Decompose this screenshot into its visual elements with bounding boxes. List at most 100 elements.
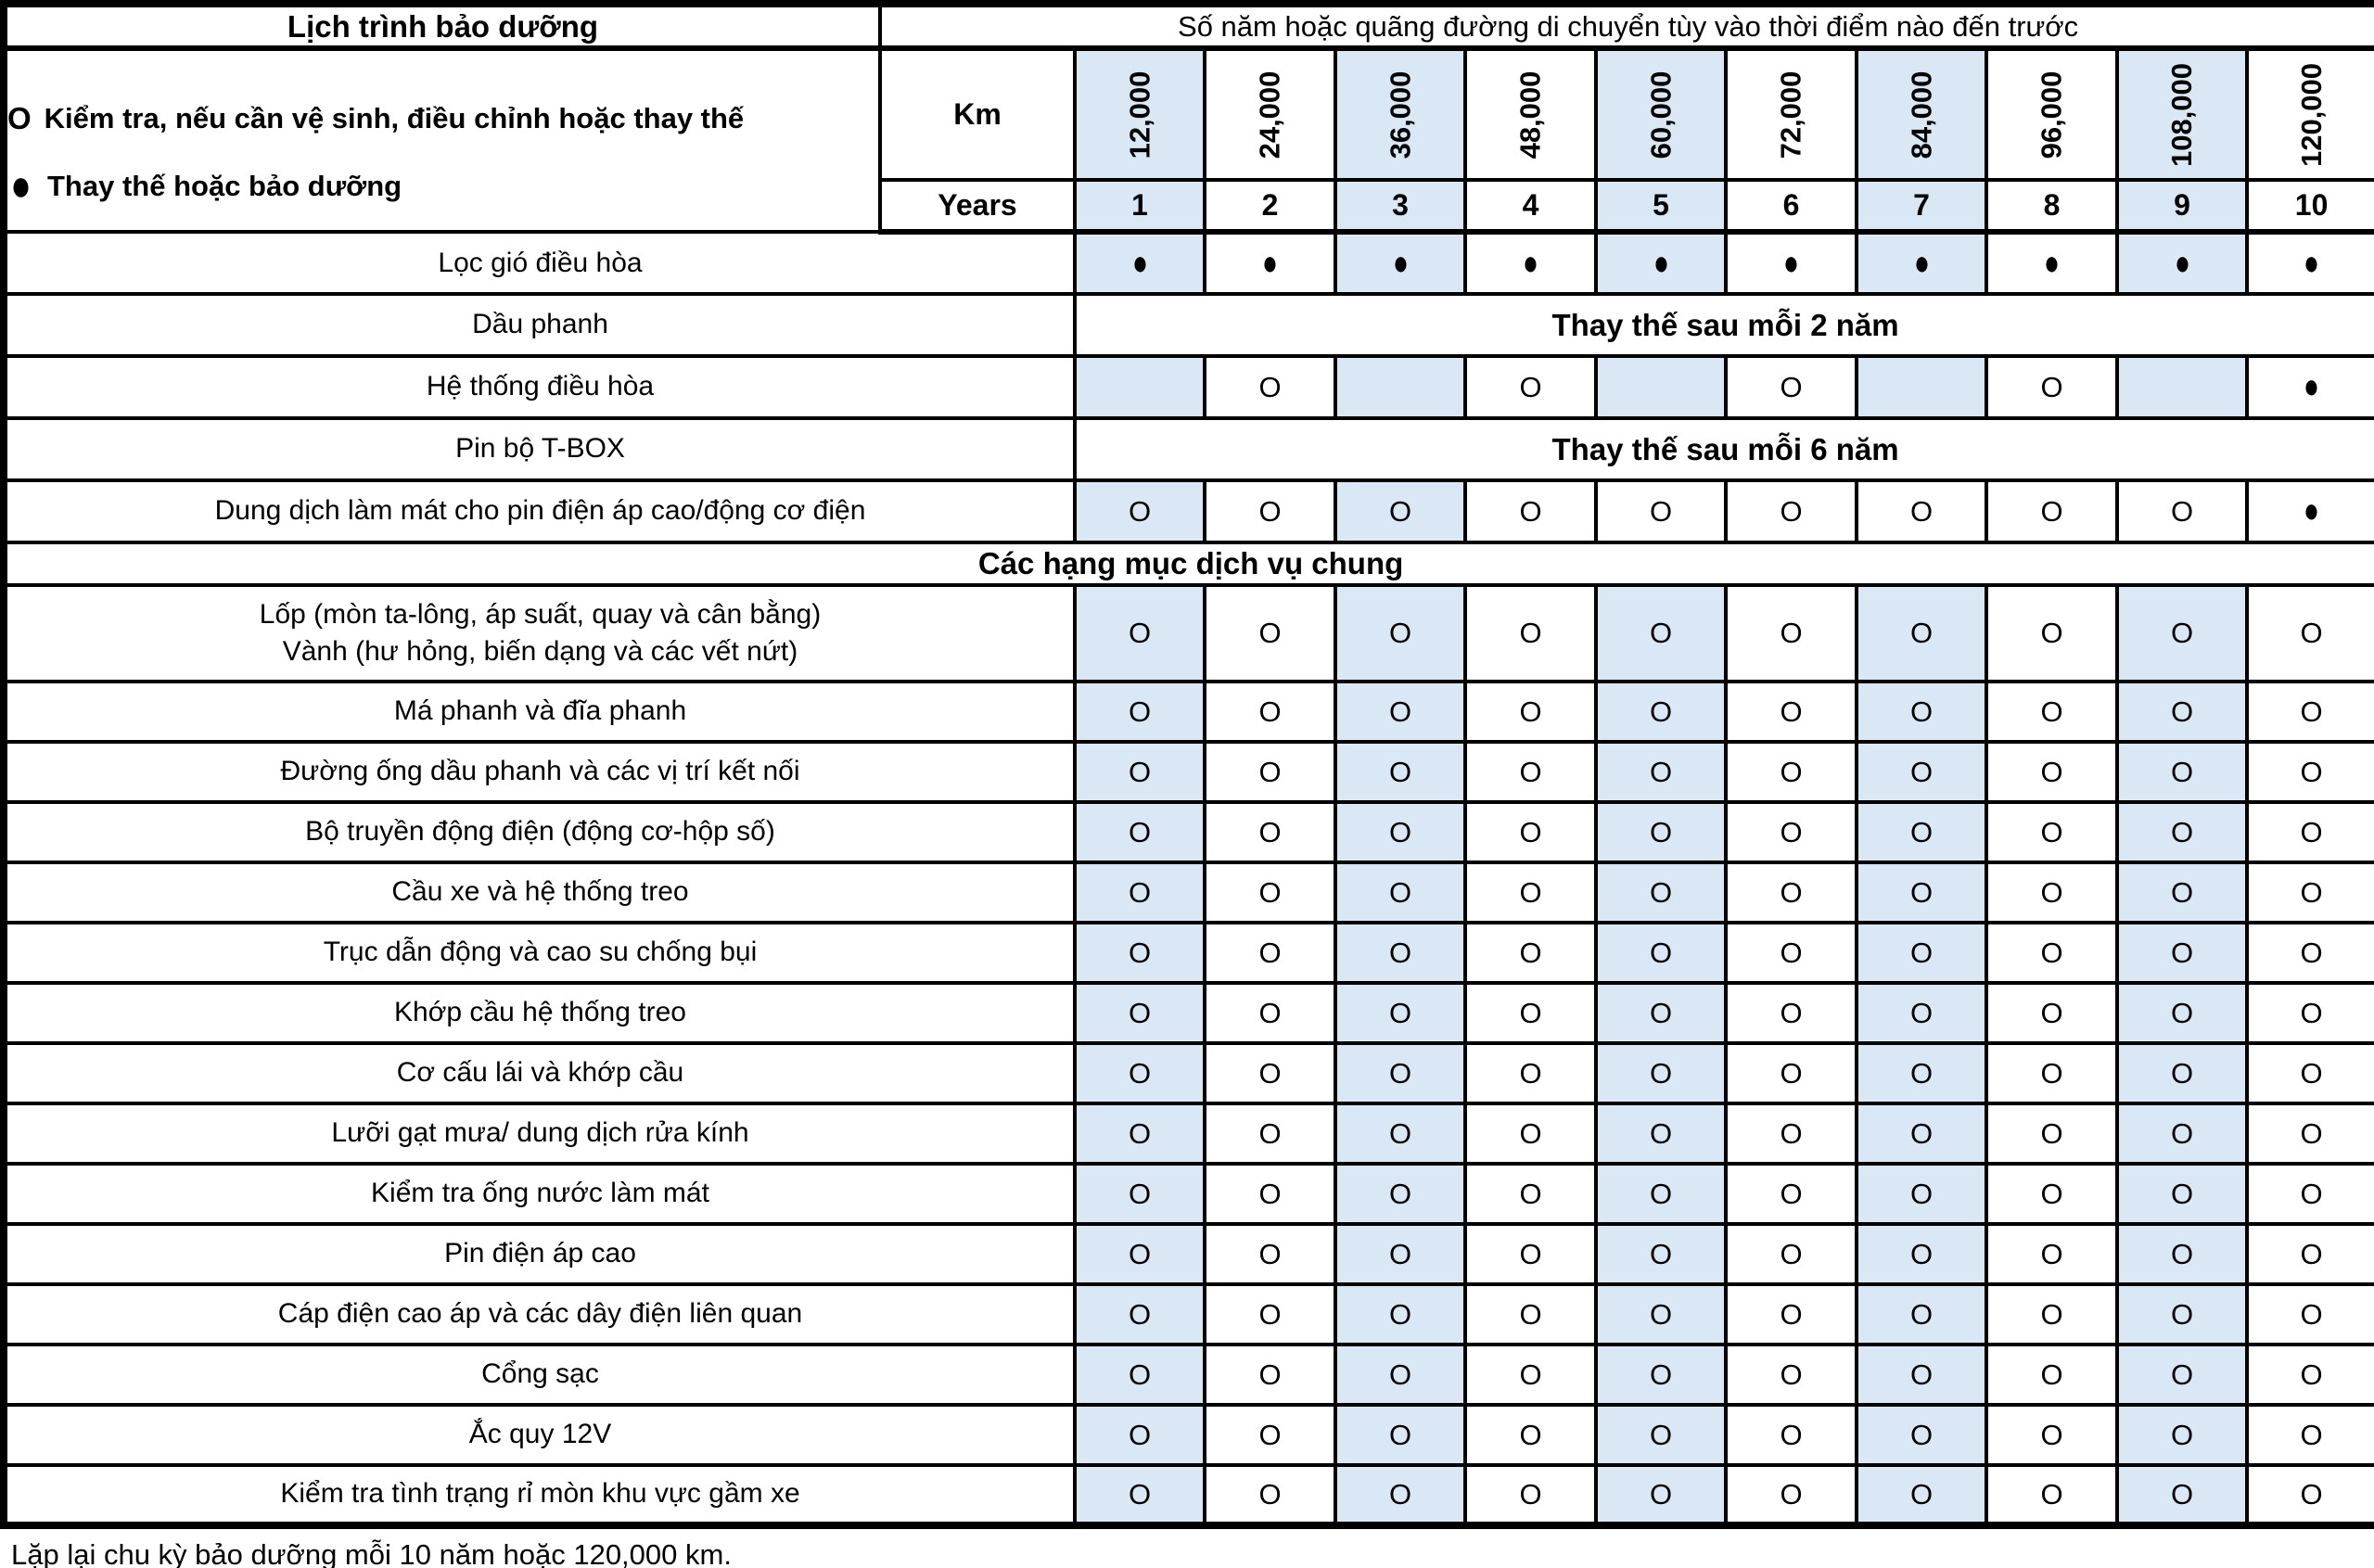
schedule-cell: O xyxy=(1463,583,1598,683)
schedule-cell: O xyxy=(1073,981,1206,1045)
schedule-cell: O xyxy=(1203,354,1337,420)
schedule-cell: O xyxy=(1985,1222,2119,1286)
row-label-cell: Ắc quy 12V xyxy=(2,1403,1077,1467)
schedule-cell: O xyxy=(1855,1102,1988,1166)
schedule-cell: O xyxy=(1334,860,1467,924)
schedule-cell: O xyxy=(2115,1041,2249,1105)
row-label: Bộ truyền động điện (động cơ-hộp số) xyxy=(305,816,775,848)
km-value: 84,000 xyxy=(1904,70,1937,159)
schedule-cell: O xyxy=(1334,1343,1467,1407)
row-label: Pin bộ T-BOX xyxy=(455,433,625,465)
merged-note-cell: Thay thế sau mỗi 2 năm xyxy=(1072,292,2374,358)
replace-dot-icon: ● xyxy=(1522,243,1538,283)
schedule-cell: O xyxy=(1334,680,1467,744)
schedule-cell: O xyxy=(1073,1162,1206,1226)
km-value: 108,000 xyxy=(2165,62,2198,167)
schedule-cell: O xyxy=(2115,583,2249,683)
schedule-cell: O xyxy=(1855,1041,1988,1105)
schedule-cell: O xyxy=(1463,1282,1598,1346)
schedule-cell: O xyxy=(2115,1343,2249,1407)
schedule-cell: O xyxy=(1985,1041,2119,1105)
schedule-cell: O xyxy=(1203,1403,1337,1467)
km-value-cell: 120,000 xyxy=(2244,46,2374,182)
schedule-cell xyxy=(1073,354,1206,420)
schedule-cell: O xyxy=(1985,800,2119,864)
schedule-cell: O xyxy=(1724,921,1858,985)
schedule-cell: O xyxy=(1463,740,1598,804)
schedule-cell: O xyxy=(1073,1403,1206,1467)
schedule-cell: O xyxy=(1985,680,2119,744)
schedule-cell: O xyxy=(1985,981,2119,1045)
schedule-cell: O xyxy=(1855,740,1988,804)
row-label-cell: Dầu phanh xyxy=(2,292,1077,358)
row-label: Trục dẫn động và cao su chống bụi xyxy=(323,937,758,968)
table-row: Khớp cầu hệ thống treo O O O O O O O O O O xyxy=(2,981,2374,1045)
schedule-cell: O xyxy=(1073,860,1206,924)
schedule-cell: O xyxy=(1724,680,1858,744)
schedule-cell: O xyxy=(1594,800,1728,864)
schedule-cell: O xyxy=(1855,800,1988,864)
km-value: 72,000 xyxy=(1774,70,1807,159)
schedule-cell: O xyxy=(1594,478,1728,544)
schedule-cell: ● xyxy=(2244,478,2374,544)
km-value-cell: 24,000 xyxy=(1203,46,1337,182)
replace-dot-icon: ● xyxy=(2043,243,2060,283)
schedule-cell: ● xyxy=(2244,230,2374,296)
schedule-cell: O xyxy=(1334,981,1467,1045)
legend-replace: ● Thay thế hoặc bảo dưỡng xyxy=(7,160,876,210)
year-value-cell: 10 xyxy=(2244,178,2374,235)
schedule-cell: O xyxy=(1594,981,1728,1045)
schedule-cell: O xyxy=(1073,478,1206,544)
page-title: Lịch trình bảo dưỡng xyxy=(2,2,882,51)
schedule-cell: O xyxy=(1203,921,1337,985)
schedule-cell: O xyxy=(1203,478,1337,544)
table-row: Cáp điện cao áp và các dây điện liên qua… xyxy=(2,1282,2374,1346)
year-value-cell: 9 xyxy=(2115,178,2249,235)
schedule-cell: ● xyxy=(1724,230,1858,296)
table-row: Đường ống dầu phanh và các vị trí kết nố… xyxy=(2,740,2374,804)
schedule-cell: O xyxy=(2115,1403,2249,1467)
schedule-cell: O xyxy=(1855,680,1988,744)
schedule-cell: O xyxy=(1463,1102,1598,1166)
years-label: Years xyxy=(878,178,1077,235)
schedule-cell: ● xyxy=(1334,230,1467,296)
schedule-cell: O xyxy=(2244,1041,2374,1105)
title-row: Lịch trình bảo dưỡng Số năm hoặc quãng đ… xyxy=(2,2,2374,51)
schedule-cell: O xyxy=(1724,1343,1858,1407)
km-value: 120,000 xyxy=(2294,62,2328,167)
legend-inspect-text: Kiểm tra, nếu cần vệ sinh, điều chỉnh ho… xyxy=(44,101,745,134)
row-label: Hệ thống điều hòa xyxy=(426,371,655,402)
schedule-cell: O xyxy=(1724,1463,1858,1527)
row-label-cell: Khớp cầu hệ thống treo xyxy=(2,981,1077,1045)
schedule-cell: O xyxy=(1334,1162,1467,1226)
schedule-cell: O xyxy=(1334,478,1467,544)
year-value-cell: 3 xyxy=(1334,178,1467,235)
schedule-cell: ● xyxy=(1463,230,1598,296)
table-row: Dung dịch làm mát cho pin điện áp cao/độ… xyxy=(2,478,2374,544)
replace-dot-icon: ● xyxy=(2174,243,2190,283)
km-value: 24,000 xyxy=(1253,70,1286,159)
schedule-cell: O xyxy=(2244,1343,2374,1407)
schedule-cell: ● xyxy=(1073,230,1206,296)
schedule-cell: O xyxy=(1463,800,1598,864)
replace-dot-icon: ● xyxy=(10,160,32,210)
schedule-cell: O xyxy=(2244,1403,2374,1467)
table-row: Cổng sạc O O O O O O O O O O xyxy=(2,1343,2374,1407)
replace-dot-icon: ● xyxy=(1131,243,1148,283)
row-label: Đường ống dầu phanh và các vị trí kết nố… xyxy=(280,756,800,787)
schedule-cell: O xyxy=(1463,1222,1598,1286)
table-row: Bộ truyền động điện (động cơ-hộp số) O O O O… xyxy=(2,800,2374,864)
schedule-cell: ● xyxy=(2115,230,2249,296)
years-header-row: Years 1 2 3 4 5 6 7 8 9 10 xyxy=(4,178,2374,235)
schedule-cell: O xyxy=(1724,800,1858,864)
km-value: 12,000 xyxy=(1122,70,1155,159)
table-row: Lốp (mòn ta-lông, áp suất, quay và cân b… xyxy=(2,583,2374,683)
schedule-cell: O xyxy=(1594,1041,1728,1105)
schedule-cell: O xyxy=(1203,1102,1337,1166)
table-row: Kiểm tra tình trạng rỉ mòn khu vực gầm x… xyxy=(2,1463,2374,1527)
row-label-cell: Lọc gió điều hòa xyxy=(2,230,1077,296)
table-row: Kiểm tra ống nước làm mát O O O O O O O O O O xyxy=(2,1162,2374,1226)
year-value-cell: 7 xyxy=(1855,178,1988,235)
row-label-cell: Cổng sạc xyxy=(2,1343,1077,1407)
schedule-cell: O xyxy=(1594,860,1728,924)
